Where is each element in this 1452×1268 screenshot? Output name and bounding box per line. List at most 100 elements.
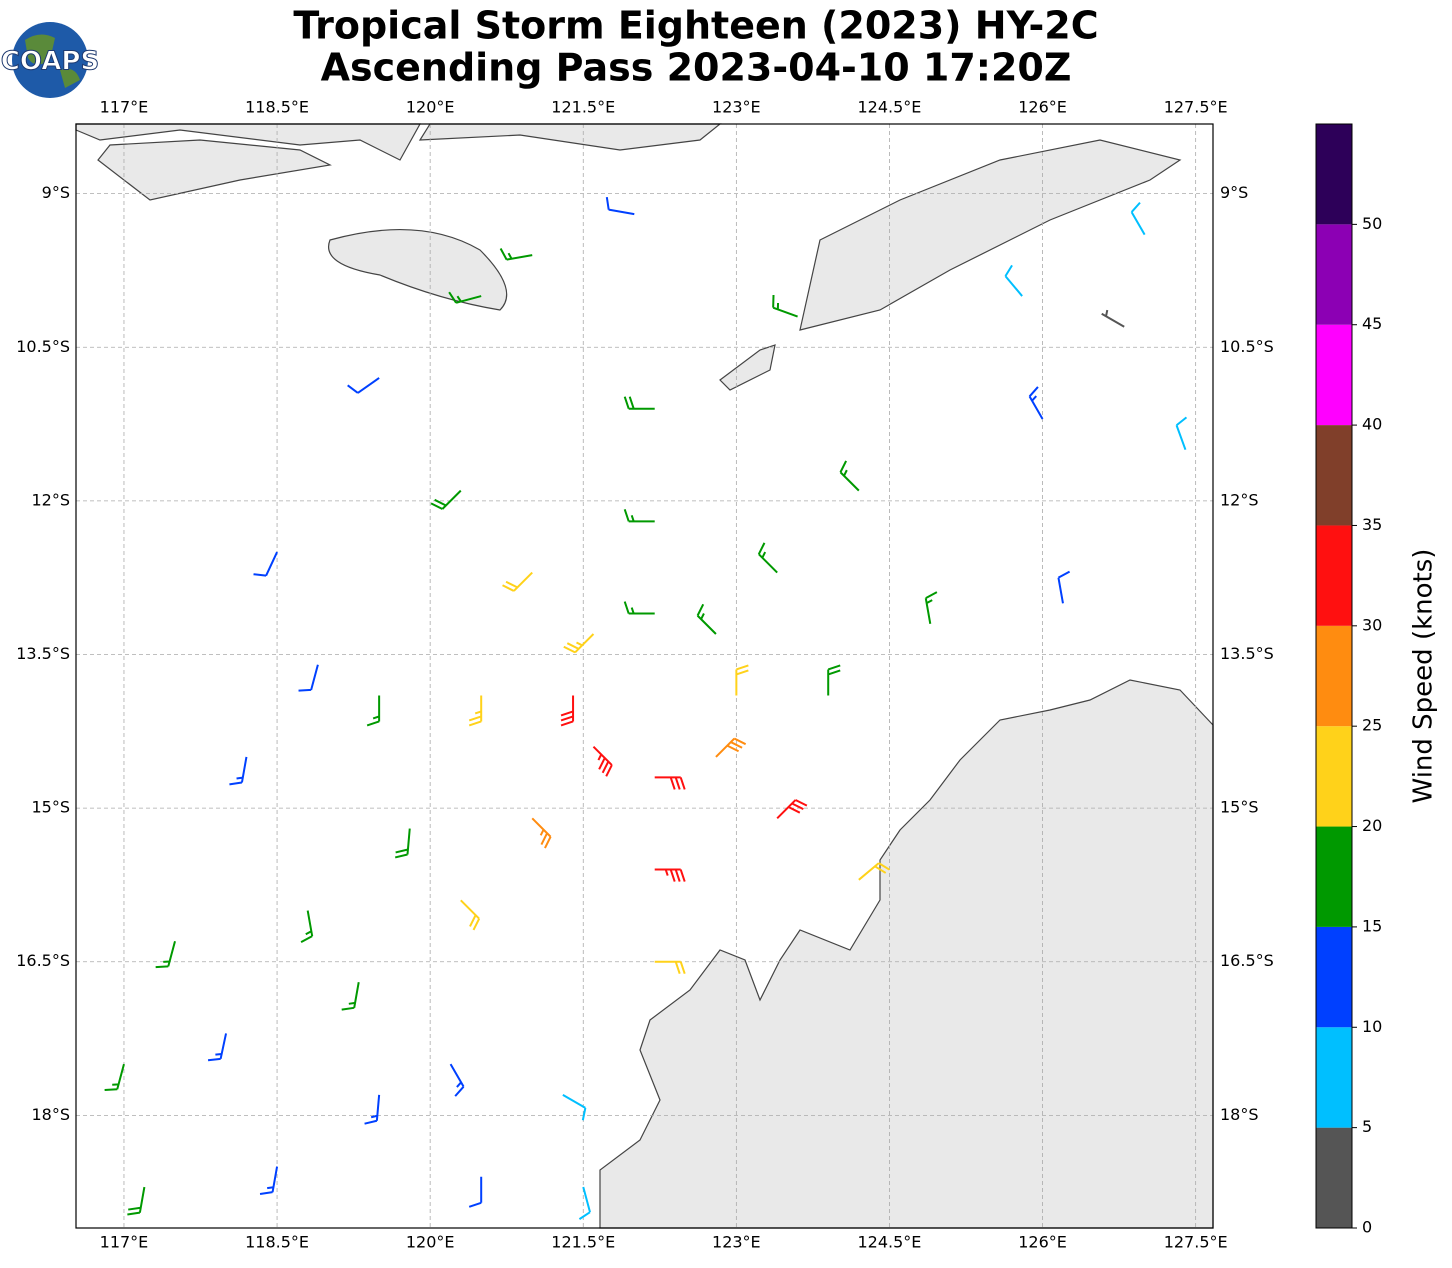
wind-barb bbox=[502, 571, 533, 592]
wind-barb bbox=[253, 551, 278, 577]
grid bbox=[76, 124, 1213, 1228]
wind-barb bbox=[757, 542, 778, 574]
wind-barb bbox=[300, 910, 314, 944]
wind-barb bbox=[347, 377, 380, 394]
x-tick-label: 118.5°E bbox=[245, 1233, 309, 1252]
colorbar-tick-label: 0 bbox=[1362, 1218, 1372, 1237]
wind-barb bbox=[127, 1186, 146, 1216]
colorbar-swatch bbox=[1316, 1127, 1352, 1228]
wind-barb bbox=[563, 633, 595, 654]
wind-barb bbox=[104, 1063, 125, 1092]
colorbar-swatch bbox=[1316, 425, 1352, 526]
colorbar-swatch bbox=[1316, 926, 1352, 1028]
wind-barb bbox=[839, 460, 860, 492]
x-tick-label: 120°E bbox=[406, 98, 455, 117]
y-tick-label: 16.5°S bbox=[1220, 951, 1274, 970]
wind-barb bbox=[1057, 570, 1071, 604]
wind-barb bbox=[499, 248, 533, 261]
y-tick-label: 12°S bbox=[1220, 490, 1259, 509]
wind-barb bbox=[776, 799, 808, 820]
colorbar-label: Wind Speed (knots) bbox=[1409, 549, 1439, 804]
colorbar-tick-label: 15 bbox=[1362, 916, 1382, 935]
wind-barb bbox=[560, 695, 575, 727]
colorbar: 0 5 10 15 20 25 30 35 40 45 50 bbox=[1315, 123, 1382, 1237]
x-tick-label: 124.5°E bbox=[857, 98, 921, 117]
colorbar-frame bbox=[1315, 123, 1353, 1229]
wind-barb bbox=[654, 960, 686, 975]
y-tick-label: 12°S bbox=[31, 490, 70, 509]
x-tick-label: 121.5°E bbox=[551, 1233, 615, 1252]
x-tick-label: 123°E bbox=[712, 1233, 761, 1252]
wind-barb bbox=[827, 664, 841, 696]
wind-barb bbox=[298, 664, 319, 692]
colorbar-tick-label: 30 bbox=[1362, 615, 1382, 634]
colorbar-swatch bbox=[1316, 224, 1352, 325]
wind-barb bbox=[654, 868, 686, 882]
colorbar-tick-label: 40 bbox=[1362, 415, 1382, 434]
logo-land bbox=[25, 34, 80, 88]
wind-barb bbox=[605, 196, 635, 216]
y-tick-label: 15°S bbox=[1220, 798, 1259, 817]
colorbar-swatch bbox=[1316, 826, 1352, 927]
colorbar-swatch bbox=[1316, 1027, 1352, 1128]
wind-barb bbox=[468, 1176, 483, 1208]
y-tick-label: 18°S bbox=[31, 1105, 70, 1124]
y-tick-label: 15°S bbox=[31, 798, 70, 817]
land bbox=[75, 123, 1214, 1229]
x-tick-label: 126°E bbox=[1018, 98, 1067, 117]
wind-barb bbox=[155, 940, 176, 969]
wind-barb bbox=[448, 291, 482, 304]
colorbar-swatch bbox=[1316, 726, 1352, 827]
x-tick-label: 117°E bbox=[100, 98, 149, 117]
x-tick-label: 117°E bbox=[100, 1233, 149, 1252]
wind-barb bbox=[468, 695, 483, 727]
wind-barb bbox=[1130, 201, 1146, 236]
wind-barb bbox=[460, 899, 481, 931]
wind-barb bbox=[654, 776, 686, 790]
y-tick-label: 13.5°S bbox=[1220, 644, 1274, 663]
y-tick-label: 9°S bbox=[1220, 183, 1248, 202]
logo: COAPS bbox=[0, 22, 100, 98]
wind-barb bbox=[364, 1094, 381, 1125]
wind-barb bbox=[623, 509, 655, 523]
colorbar-tick-label: 45 bbox=[1362, 314, 1382, 333]
wind-barb bbox=[696, 603, 717, 635]
wind-barb bbox=[578, 1186, 591, 1220]
wind-barb bbox=[531, 817, 552, 849]
wind-barb bbox=[735, 664, 749, 696]
colorbar-tick-label: 10 bbox=[1362, 1017, 1382, 1036]
y-tick-label: 18°S bbox=[1220, 1105, 1259, 1124]
colorbar-swatch bbox=[1316, 324, 1352, 426]
barbs bbox=[104, 196, 1188, 1220]
colorbar-tick-label: 25 bbox=[1362, 716, 1382, 735]
colorbar-swatch bbox=[1316, 124, 1352, 225]
colorbar-tick-label: 20 bbox=[1362, 816, 1382, 835]
y-tick-label: 16.5°S bbox=[16, 951, 70, 970]
wind-barb bbox=[1004, 264, 1023, 297]
x-tick-label: 120°E bbox=[406, 1233, 455, 1252]
wind-barb bbox=[592, 745, 613, 777]
wind-barb bbox=[924, 591, 938, 624]
y-tick-label: 10.5°S bbox=[1220, 337, 1274, 356]
y-tick-label: 13.5°S bbox=[16, 644, 70, 663]
wind-barb bbox=[715, 737, 747, 758]
wind-barb bbox=[562, 1093, 587, 1121]
chart-subtitle: Ascending Pass 2023-04-10 17:20Z bbox=[321, 46, 1072, 90]
wind-barb bbox=[229, 756, 248, 786]
wind-barb bbox=[623, 396, 655, 410]
roti bbox=[719, 344, 776, 391]
chart-title: Tropical Storm Eighteen (2023) HY-2C bbox=[293, 4, 1098, 48]
x-tick-label: 123°E bbox=[712, 98, 761, 117]
colorbar-swatch bbox=[1316, 625, 1352, 727]
x-tick-label: 118.5°E bbox=[245, 98, 309, 117]
sumba bbox=[328, 229, 508, 311]
wind-barb bbox=[366, 695, 381, 727]
wind-barb bbox=[259, 1166, 279, 1195]
colorbar-tick-label: 35 bbox=[1362, 515, 1382, 534]
wind-barb bbox=[430, 489, 462, 510]
colorbar-tick-label: 50 bbox=[1362, 214, 1382, 233]
map-frame bbox=[75, 123, 1214, 1229]
x-tick-label: 126°E bbox=[1018, 1233, 1067, 1252]
x-tick-label: 127.5°E bbox=[1164, 98, 1228, 117]
